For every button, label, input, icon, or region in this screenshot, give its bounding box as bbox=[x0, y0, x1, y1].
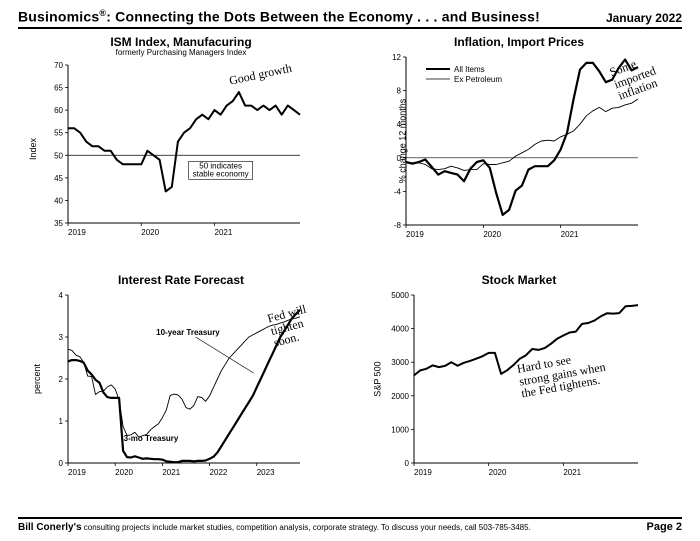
inflation-ylabel: % change 12 months bbox=[397, 98, 407, 183]
svg-text:3: 3 bbox=[59, 333, 64, 342]
inflation-svg: -8-404812201920202021All ItemsEx Petrole… bbox=[384, 51, 644, 241]
svg-text:2: 2 bbox=[59, 375, 64, 384]
svg-text:2021: 2021 bbox=[563, 468, 581, 477]
svg-text:0: 0 bbox=[59, 459, 64, 468]
brand-name: Businomics bbox=[18, 9, 99, 25]
panel-rates: Interest Rate Forecast percent 0 1 2 3 4 2019… bbox=[18, 273, 344, 505]
svg-text:All Items: All Items bbox=[454, 65, 485, 74]
ism-subtitle: formerly Purchasing Managers Index bbox=[18, 48, 344, 57]
footer-text: Bill Conerly's consulting projects inclu… bbox=[18, 522, 531, 533]
chart-grid: ISM Index, Manufacuring formerly Purchas… bbox=[18, 35, 682, 505]
svg-text:3000: 3000 bbox=[391, 358, 409, 367]
svg-text:70: 70 bbox=[54, 61, 63, 70]
footer-page-number: Page 2 bbox=[647, 521, 682, 533]
inflation-title: Inflation, Import Prices bbox=[356, 35, 682, 49]
rates-title: Interest Rate Forecast bbox=[18, 273, 344, 287]
footer-author: Bill Conerly's bbox=[18, 522, 82, 533]
svg-text:2019: 2019 bbox=[68, 228, 86, 237]
svg-text:2019: 2019 bbox=[414, 468, 432, 477]
svg-text:12: 12 bbox=[392, 53, 401, 62]
svg-text:5000: 5000 bbox=[391, 291, 409, 300]
svg-text:45: 45 bbox=[54, 174, 63, 183]
svg-text:60: 60 bbox=[54, 106, 63, 115]
svg-text:50: 50 bbox=[54, 151, 63, 160]
svg-text:2020: 2020 bbox=[489, 468, 507, 477]
svg-text:55: 55 bbox=[54, 128, 63, 137]
panel-inflation: Inflation, Import Prices % change 12 mon… bbox=[356, 35, 682, 267]
panel-ism: ISM Index, Manufacuring formerly Purchas… bbox=[18, 35, 344, 267]
ism-ylabel: Index bbox=[28, 138, 38, 160]
svg-text:2021: 2021 bbox=[162, 468, 180, 477]
ism-chart: Index 354045505560657020192020202150 ind… bbox=[46, 59, 340, 239]
brand-tagline: : Connecting the Dots Between the Econom… bbox=[106, 9, 540, 25]
svg-text:2022: 2022 bbox=[210, 468, 228, 477]
svg-text:-4: -4 bbox=[394, 187, 402, 196]
svg-text:4000: 4000 bbox=[391, 324, 409, 333]
page-footer: Bill Conerly's consulting projects inclu… bbox=[18, 517, 682, 533]
stocks-ylabel: S&P 500 bbox=[373, 361, 383, 396]
footer-tagline: consulting projects include market studi… bbox=[82, 523, 531, 532]
page: Businomics®: Connecting the Dots Between… bbox=[0, 0, 700, 541]
svg-text:1: 1 bbox=[59, 417, 64, 426]
svg-text:3-mo Treasury: 3-mo Treasury bbox=[124, 434, 179, 443]
svg-text:2019: 2019 bbox=[68, 468, 86, 477]
svg-text:2021: 2021 bbox=[215, 228, 233, 237]
svg-text:2020: 2020 bbox=[483, 230, 501, 239]
svg-text:1000: 1000 bbox=[391, 425, 409, 434]
svg-text:40: 40 bbox=[54, 196, 63, 205]
svg-text:2023: 2023 bbox=[257, 468, 275, 477]
svg-text:10-year Treasury: 10-year Treasury bbox=[156, 328, 220, 337]
svg-text:Ex Petroleum: Ex Petroleum bbox=[454, 75, 502, 84]
svg-text:stable economy: stable economy bbox=[193, 169, 249, 178]
svg-text:2019: 2019 bbox=[406, 230, 424, 239]
svg-text:2020: 2020 bbox=[115, 468, 133, 477]
svg-text:2000: 2000 bbox=[391, 391, 409, 400]
svg-text:35: 35 bbox=[54, 219, 63, 228]
svg-text:8: 8 bbox=[397, 86, 402, 95]
svg-text:65: 65 bbox=[54, 83, 63, 92]
svg-text:-8: -8 bbox=[394, 221, 402, 230]
stocks-title: Stock Market bbox=[356, 273, 682, 287]
svg-text:2020: 2020 bbox=[141, 228, 159, 237]
ism-svg: 354045505560657020192020202150 indicates… bbox=[46, 59, 306, 239]
svg-text:2021: 2021 bbox=[561, 230, 579, 239]
issue-date: January 2022 bbox=[606, 11, 682, 25]
brand-title: Businomics®: Connecting the Dots Between… bbox=[18, 8, 540, 25]
rates-ylabel: percent bbox=[32, 364, 42, 394]
panel-stocks: Stock Market S&P 500 0 1000 2000 3000 4000 50… bbox=[356, 273, 682, 505]
page-header: Businomics®: Connecting the Dots Between… bbox=[18, 8, 682, 29]
svg-text:4: 4 bbox=[59, 291, 64, 300]
ism-title: ISM Index, Manufacuring bbox=[18, 35, 344, 49]
svg-text:0: 0 bbox=[405, 459, 410, 468]
